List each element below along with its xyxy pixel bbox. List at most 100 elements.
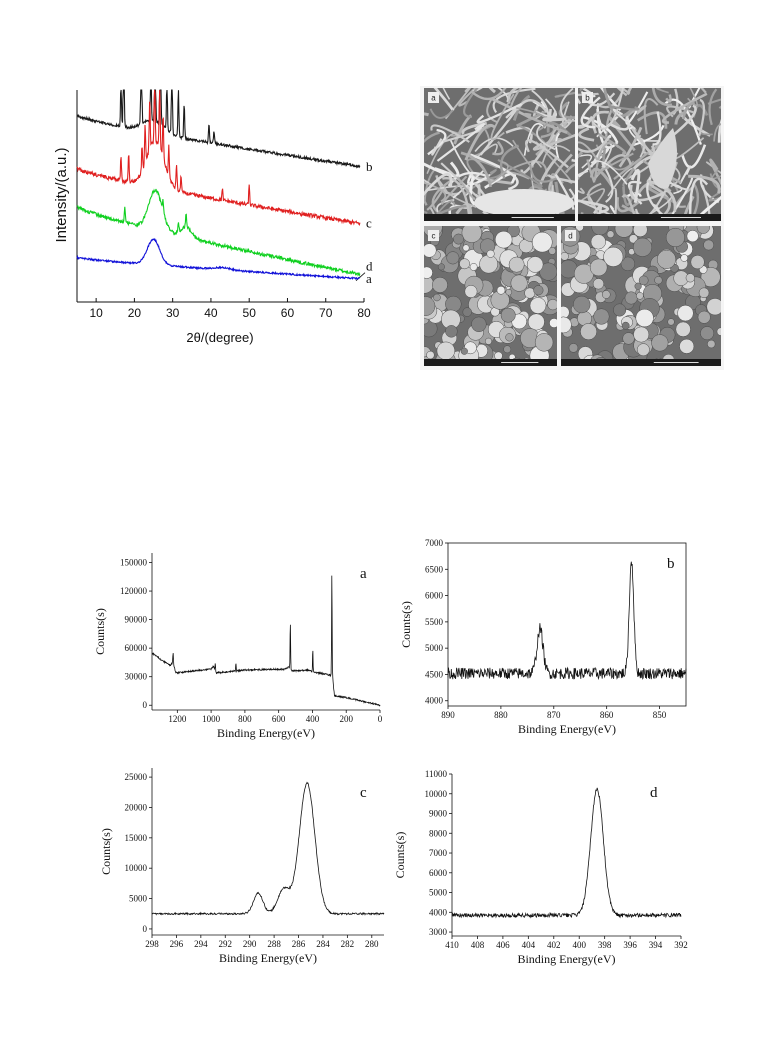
xps_d-y-tick-label: 5000 <box>429 888 448 898</box>
xrd-series-a-label: a <box>366 271 372 286</box>
xps_d-y-tick-label: 6000 <box>429 868 448 878</box>
sem-panel-label-d: d <box>568 232 572 241</box>
sem-panel-label-box <box>428 230 439 241</box>
xps_d-x-tick-label: 400 <box>572 940 586 950</box>
xps_c-x-tick-label: 296 <box>170 939 184 949</box>
xps_b-y-tick-label: 4000 <box>425 696 444 706</box>
xrd-series-b-label: b <box>366 159 373 174</box>
xps_c-spectrum-line <box>151 781 385 916</box>
xps_b-y-axis-label: Counts(s) <box>399 601 413 648</box>
sem-image-grid: a b c d <box>420 86 724 370</box>
sem-panel-label-box <box>428 92 439 103</box>
xps_a-spectrum-line <box>151 575 381 707</box>
xps_a-x-tick-label: 400 <box>306 714 320 724</box>
xps_b-y-tick-label: 5500 <box>425 617 444 627</box>
xrd-series-b-line <box>76 89 361 169</box>
xps_c-x-tick-label: 292 <box>219 939 233 949</box>
xrd-series-c-label: c <box>366 216 372 231</box>
sem-panel-label-box <box>582 92 593 103</box>
xps_d-panel-label: d <box>650 785 658 801</box>
xps_a-x-axis-label: Binding Energy(eV) <box>217 726 315 740</box>
xps_a-panel-label: a <box>360 566 367 582</box>
xps_d-spectrum-line <box>451 787 682 919</box>
xps_b-spectrum-line <box>447 561 687 681</box>
xps_c-x-tick-label: 282 <box>341 939 355 949</box>
xps_b-frame <box>447 542 687 707</box>
xps_d-y-tick-label: 9000 <box>429 809 448 819</box>
xps_b-y-tick-label: 6500 <box>425 564 444 574</box>
xps_b-y-tick-label: 5000 <box>425 643 444 653</box>
xps_a-y-tick-label: 150000 <box>120 558 148 568</box>
sem-panel-label-a: a <box>431 94 436 103</box>
xps_a-y-tick-label: 120000 <box>120 586 148 596</box>
xrd-x-tick-label: 40 <box>204 306 218 320</box>
xps_a-y-tick-label: 90000 <box>125 615 148 625</box>
xps_d-x-tick-label: 394 <box>649 940 663 950</box>
xps_c-x-axis-label: Binding Energy(eV) <box>219 951 317 965</box>
xps_d-y-tick-label: 11000 <box>425 769 448 779</box>
xrd-x-tick-label: 80 <box>357 306 371 320</box>
xrd-chart: 10 20 30 40 50 60 70 80 b c da 2θ/(degree) Intens… <box>53 89 373 345</box>
sem-panel-label-box <box>565 230 576 241</box>
xps_d-y-tick-label: 3000 <box>429 927 448 937</box>
xps_c-y-tick-label: 0 <box>143 924 148 934</box>
xps_c-x-tick-label: 288 <box>267 939 281 949</box>
xps_b-x-tick-label: 860 <box>600 710 614 720</box>
xps_d-x-tick-label: 408 <box>471 940 485 950</box>
xrd-x-ticks: 10 20 30 40 50 60 70 80 <box>89 298 371 320</box>
xps_c-y-tick-label: 15000 <box>125 833 148 843</box>
xps_a-x-tick-label: 800 <box>238 714 252 724</box>
xps_c-y-tick-label: 20000 <box>125 802 148 812</box>
xps_b-x-tick-label: 850 <box>653 710 667 720</box>
xrd-x-tick-label: 60 <box>281 306 295 320</box>
xps_c-y-tick-label: 25000 <box>125 772 148 782</box>
xps_d-x-tick-label: 402 <box>547 940 561 950</box>
xps_a-x-tick-label: 1000 <box>202 714 221 724</box>
xps_c-x-tick-label: 290 <box>243 939 257 949</box>
xps_d-x-tick-label: 398 <box>598 940 612 950</box>
sem-image-a: a <box>424 88 575 221</box>
xps_b-x-tick-label: 870 <box>547 710 561 720</box>
xps_b-x-tick-label: 880 <box>494 710 508 720</box>
xps-chart-c: 298 296 294 292 290 288 286 284 282 280 0 5000 10000… <box>99 768 385 965</box>
xps_c-x-tick-label: 284 <box>316 939 330 949</box>
xps_d-x-tick-label: 410 <box>445 940 459 950</box>
xps_a-y-tick-label: 0 <box>143 700 148 710</box>
xrd-series-c-line <box>76 89 361 226</box>
xps_b-panel-label: b <box>667 556 675 572</box>
xps_d-y-tick-label: 10000 <box>425 789 448 799</box>
xrd-x-tick-label: 10 <box>89 306 103 320</box>
xps_c-panel-label: c <box>360 785 367 801</box>
xps_c-y-tick-label: 5000 <box>129 894 148 904</box>
xps_a-y-tick-label: 30000 <box>125 672 148 682</box>
xps_a-x-tick-label: 1200 <box>168 714 187 724</box>
xrd-series-group: b c da <box>76 89 373 286</box>
xps_b-y-tick-label: 4500 <box>425 669 444 679</box>
xps_b-y-tick-label: 6000 <box>425 591 444 601</box>
xps_c-y-tick-label: 10000 <box>125 863 148 873</box>
xps_b-x-axis-label: Binding Energy(eV) <box>518 722 616 736</box>
xps_c-y-axis-label: Counts(s) <box>99 828 113 875</box>
xrd-x-tick-label: 30 <box>166 306 180 320</box>
xps_d-x-axis-label: Binding Energy(eV) <box>517 952 615 966</box>
sem-image-b: b <box>578 88 721 221</box>
xps_c-x-tick-label: 280 <box>365 939 379 949</box>
xps_a-x-tick-label: 200 <box>339 714 353 724</box>
xps_d-x-tick-label: 406 <box>496 940 510 950</box>
xps_b-y-tick-label: 7000 <box>425 538 444 548</box>
xps_d-y-tick-label: 7000 <box>429 848 448 858</box>
sem-panel-label-b: b <box>585 94 590 103</box>
xps_d-y-tick-label: 4000 <box>429 907 448 917</box>
sem-image-d: d <box>561 226 721 366</box>
xps-chart-d: 410 408 406 404 402 400 398 396 394 392 3000 4000 50… <box>393 769 688 966</box>
xps_d-y-tick-label: 8000 <box>429 828 448 838</box>
xps_d-x-tick-label: 396 <box>623 940 637 950</box>
sem-panel-label-c: c <box>432 232 436 241</box>
xps_a-x-tick-label: 0 <box>378 714 383 724</box>
xps-chart-b: 890 880 870 860 850 4000 4500 5000 5500 6000 6500 7… <box>399 538 687 736</box>
sem-image-c: c <box>424 226 557 366</box>
xps_b-x-tick-label: 890 <box>441 710 455 720</box>
xps_d-x-tick-label: 392 <box>674 940 688 950</box>
xps_c-x-tick-label: 286 <box>292 939 306 949</box>
